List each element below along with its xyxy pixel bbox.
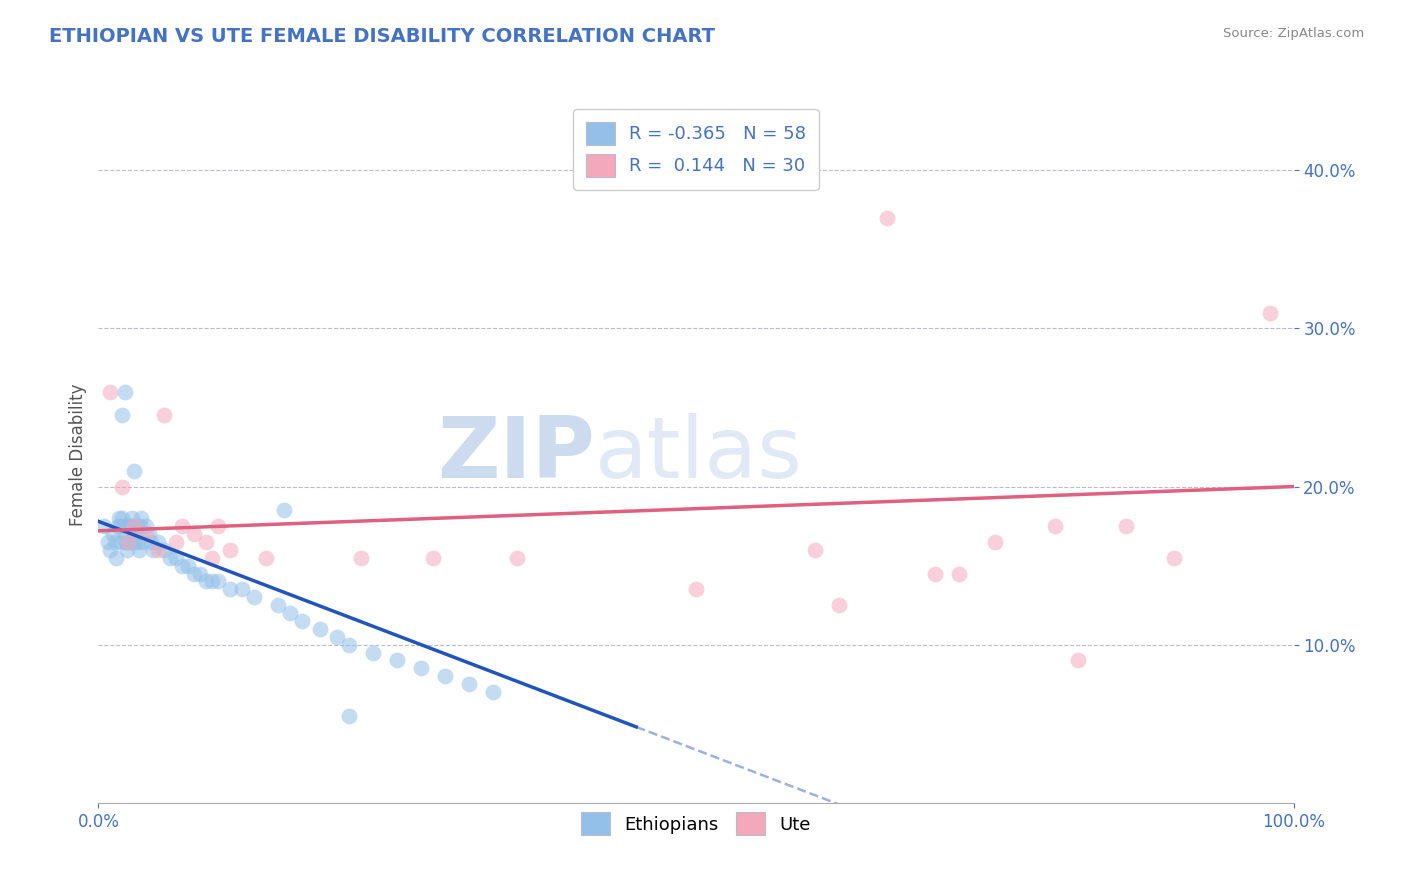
Point <box>125 519 148 533</box>
Point <box>183 527 205 541</box>
Text: atlas: atlas <box>595 413 803 497</box>
Text: Source: ZipAtlas.com: Source: ZipAtlas.com <box>1223 27 1364 40</box>
Point <box>105 550 128 565</box>
Point <box>685 582 707 597</box>
Point <box>115 542 138 557</box>
Point <box>948 566 970 581</box>
Point <box>1163 550 1185 565</box>
Point <box>129 519 152 533</box>
Point <box>108 519 131 533</box>
Point <box>422 550 444 565</box>
Point <box>201 550 224 565</box>
Point <box>135 527 157 541</box>
Point <box>139 534 162 549</box>
Point <box>128 542 150 557</box>
Point <box>153 542 176 557</box>
Y-axis label: Female Disability: Female Disability <box>69 384 87 526</box>
Point <box>1043 519 1066 533</box>
Point <box>278 606 301 620</box>
Point <box>172 519 194 533</box>
Text: ZIP: ZIP <box>437 413 595 497</box>
Point <box>434 669 457 683</box>
Legend: Ethiopians, Ute: Ethiopians, Ute <box>574 805 818 842</box>
Point <box>111 511 134 525</box>
Point <box>219 582 242 597</box>
Point <box>172 558 194 573</box>
Point <box>111 409 134 423</box>
Point <box>363 646 385 660</box>
Point <box>165 534 187 549</box>
Point <box>876 211 898 225</box>
Point <box>243 591 266 605</box>
Point <box>165 550 187 565</box>
Point <box>110 534 132 549</box>
Point <box>153 409 176 423</box>
Point <box>326 630 349 644</box>
Text: ETHIOPIAN VS UTE FEMALE DISABILITY CORRELATION CHART: ETHIOPIAN VS UTE FEMALE DISABILITY CORRE… <box>49 27 716 45</box>
Point <box>135 519 157 533</box>
Point <box>207 574 229 589</box>
Point <box>148 542 170 557</box>
Point <box>104 534 127 549</box>
Point <box>1258 305 1281 319</box>
Point <box>1067 653 1090 667</box>
Point <box>231 582 253 597</box>
Point <box>107 511 129 525</box>
Point <box>148 534 170 549</box>
Point <box>1115 519 1137 533</box>
Point <box>411 661 433 675</box>
Point <box>124 527 146 541</box>
Point <box>98 384 122 399</box>
Point <box>984 534 1007 549</box>
Point <box>481 685 505 699</box>
Point <box>273 503 295 517</box>
Point <box>195 574 218 589</box>
Point <box>291 614 314 628</box>
Point <box>159 550 181 565</box>
Point <box>115 534 138 549</box>
Point <box>117 519 139 533</box>
Point <box>114 527 136 541</box>
Point <box>122 519 145 533</box>
Point <box>142 542 165 557</box>
Point <box>118 534 141 549</box>
Point <box>924 566 946 581</box>
Point <box>124 464 146 478</box>
Point <box>121 511 143 525</box>
Point <box>177 558 200 573</box>
Point <box>207 519 229 533</box>
Point <box>98 542 122 557</box>
Point <box>112 519 135 533</box>
Point <box>308 622 330 636</box>
Point <box>97 534 120 549</box>
Point <box>195 534 218 549</box>
Point <box>138 527 160 541</box>
Point <box>219 542 242 557</box>
Point <box>458 677 481 691</box>
Point <box>339 638 361 652</box>
Point <box>804 542 827 557</box>
Point <box>188 566 211 581</box>
Point <box>101 527 124 541</box>
Point <box>201 574 224 589</box>
Point <box>127 534 149 549</box>
Point <box>131 511 153 525</box>
Point <box>506 550 529 565</box>
Point <box>267 598 290 612</box>
Point <box>385 653 409 667</box>
Point <box>111 479 134 493</box>
Point <box>339 708 361 723</box>
Point <box>254 550 277 565</box>
Point <box>117 534 139 549</box>
Point <box>114 384 136 399</box>
Point <box>107 519 129 533</box>
Point <box>828 598 851 612</box>
Point <box>93 519 115 533</box>
Point <box>350 550 373 565</box>
Point <box>124 534 146 549</box>
Point <box>120 519 142 533</box>
Point <box>124 519 146 533</box>
Point <box>183 566 205 581</box>
Point <box>131 534 153 549</box>
